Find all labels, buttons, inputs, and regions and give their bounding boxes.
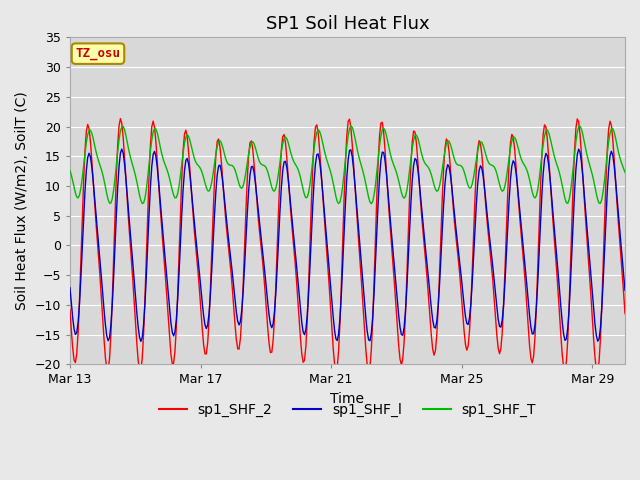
- sp1_SHF_l: [137, 338, 145, 344]
- sp1_SHF_2: [116, 116, 124, 121]
- sp1_SHF_T: [377, 133, 385, 139]
- sp1_SHF_2: [66, 307, 74, 312]
- sp1_SHF_2: [568, 221, 575, 227]
- sp1_SHF_l: [476, 168, 483, 174]
- Line: sp1_SHF_l: sp1_SHF_l: [70, 149, 625, 341]
- Y-axis label: Soil Heat Flux (W/m2), SoilT (C): Soil Heat Flux (W/m2), SoilT (C): [15, 92, 29, 310]
- sp1_SHF_T: [252, 145, 259, 151]
- sp1_SHF_T: [621, 169, 629, 175]
- sp1_SHF_2: [377, 120, 385, 126]
- Line: sp1_SHF_2: sp1_SHF_2: [70, 119, 625, 372]
- sp1_SHF_2: [476, 138, 483, 144]
- sp1_SHF_l: [568, 250, 575, 255]
- sp1_SHF_T: [367, 201, 375, 206]
- Line: sp1_SHF_T: sp1_SHF_T: [70, 126, 625, 204]
- sp1_SHF_l: [377, 157, 385, 163]
- sp1_SHF_2: [253, 197, 260, 203]
- Legend: sp1_SHF_2, sp1_SHF_l, sp1_SHF_T: sp1_SHF_2, sp1_SHF_l, sp1_SHF_T: [153, 397, 542, 423]
- sp1_SHF_2: [621, 311, 629, 316]
- sp1_SHF_2: [234, 346, 241, 352]
- sp1_SHF_T: [66, 168, 74, 173]
- sp1_SHF_T: [459, 165, 467, 171]
- sp1_SHF_T: [476, 142, 483, 148]
- sp1_SHF_T: [347, 123, 355, 129]
- sp1_SHF_l: [118, 146, 125, 152]
- sp1_SHF_l: [459, 288, 467, 294]
- sp1_SHF_2: [459, 311, 467, 316]
- Text: TZ_osu: TZ_osu: [76, 47, 120, 60]
- sp1_SHF_l: [66, 285, 74, 290]
- sp1_SHF_T: [232, 171, 240, 177]
- sp1_SHF_l: [621, 288, 629, 293]
- Title: SP1 Soil Heat Flux: SP1 Soil Heat Flux: [266, 15, 429, 33]
- X-axis label: Time: Time: [330, 392, 364, 406]
- sp1_SHF_2: [365, 369, 372, 375]
- sp1_SHF_l: [254, 207, 262, 213]
- sp1_SHF_T: [568, 178, 575, 184]
- sp1_SHF_l: [236, 322, 243, 328]
